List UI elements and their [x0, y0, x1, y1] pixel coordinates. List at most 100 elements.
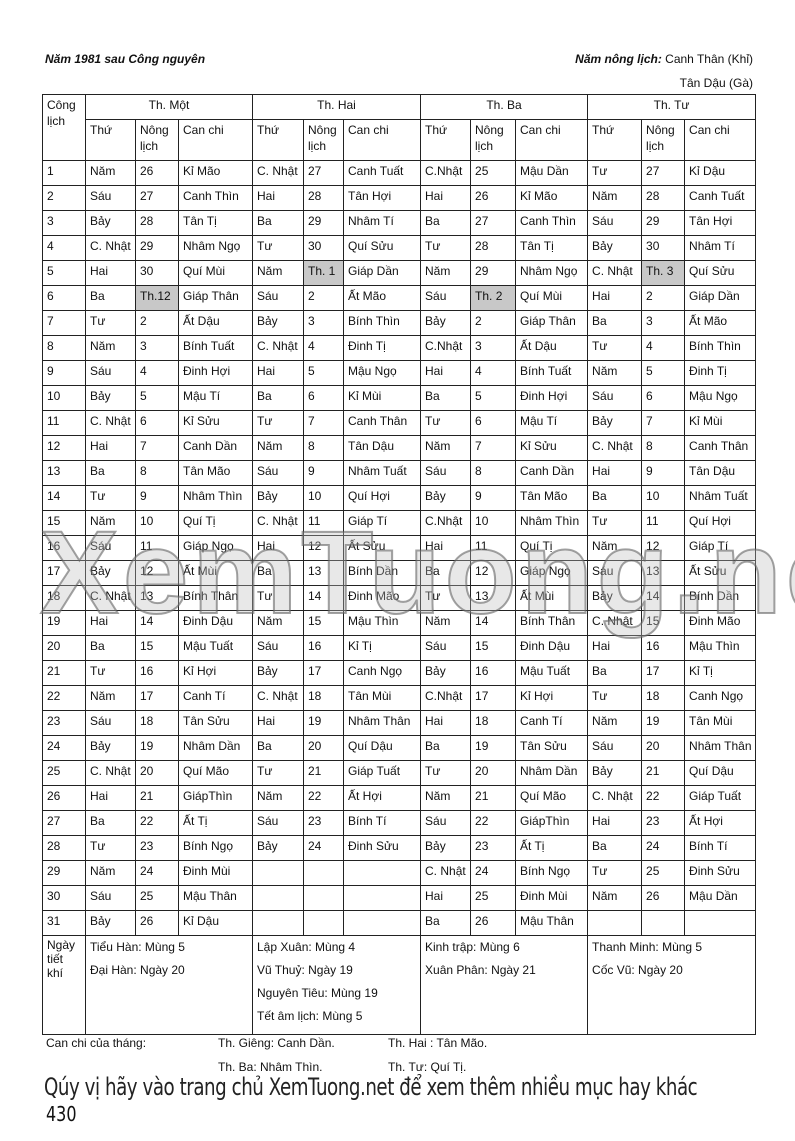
- site-promo-text: Qúy vị hãy vào trang chủ XemTuong.net để…: [44, 1073, 698, 1101]
- subcolumn-header: Can chi: [684, 119, 757, 161]
- weekday: Tư: [85, 835, 136, 861]
- solar-day: 22: [42, 685, 86, 711]
- tiet-khi-cell: Kinh trập: Mùng 6 Xuân Phân: Ngày 21: [420, 935, 589, 1035]
- lunar-day: 7: [470, 435, 517, 461]
- can-chi: Bính Tuất: [178, 335, 253, 361]
- lunar-day: 10: [303, 485, 344, 511]
- weekday: Ba: [420, 910, 472, 936]
- weekday: [252, 910, 304, 936]
- weekday: Ba: [587, 485, 643, 511]
- lunar-day: 18: [470, 710, 517, 736]
- lunar-day: 12: [470, 560, 517, 586]
- lunar-day: 2: [470, 310, 517, 336]
- table-row: 31 Bảy 26 Kỉ Dậu Ba 26 Mậu Thân: [42, 910, 757, 936]
- can-chi: Kỉ Dậu: [178, 910, 253, 936]
- lunar-day: 14: [303, 585, 344, 611]
- weekday: Tư: [252, 235, 304, 261]
- lunar-day: 20: [135, 760, 179, 786]
- can-chi: Tân Mùi: [684, 710, 757, 736]
- table-row: 12 Hai 7 Canh Dần Năm 8 Tân Dậu Năm 7 Kỉ Sửu C. Nh…: [42, 435, 757, 461]
- lunar-day: 15: [470, 635, 517, 661]
- lunar-day: 25: [470, 885, 517, 911]
- can-chi: Quí Mão: [515, 785, 589, 811]
- can-chi: [342, 885, 422, 911]
- can-chi: Đinh Tị: [342, 335, 422, 361]
- can-chi: Kỉ Hợi: [178, 660, 253, 686]
- weekday: Tư: [587, 160, 643, 186]
- can-chi: Nhâm Thân: [684, 735, 757, 761]
- lunar-day: 20: [470, 760, 517, 786]
- can-chi: Kỉ Tị: [684, 660, 757, 686]
- lunar-day: 27: [641, 160, 686, 186]
- lunar-year-label: Năm nông lịch:: [575, 52, 662, 66]
- lunar-day: 13: [641, 560, 686, 586]
- can-chi: Tân Dậu: [684, 460, 757, 486]
- lunar-day: 21: [641, 760, 686, 786]
- solar-day: 31: [42, 910, 86, 936]
- lunar-day: 10: [135, 510, 179, 536]
- weekday: Tư: [420, 235, 472, 261]
- weekday: Sáu: [85, 535, 136, 561]
- lunar-day: 10: [641, 485, 686, 511]
- lunar-day: 4: [641, 335, 686, 361]
- can-chi: Bính Thìn: [342, 310, 422, 336]
- weekday: C. Nhật: [420, 860, 472, 886]
- can-chi: Mậu Tuất: [178, 635, 253, 661]
- solar-day: 3: [42, 210, 86, 236]
- solar-day: 25: [42, 760, 86, 786]
- weekday: Hai: [85, 610, 136, 636]
- table-row: 26 Hai 21 GiápThìn Năm 22 Ất Hợi Năm 21 Quí Mão C.…: [42, 785, 757, 811]
- table-row: 9 Sáu 4 Đinh Hợi Hai 5 Mậu Ngọ Hai 4 Bính Tuất Năm…: [42, 360, 757, 386]
- can-chi: Tân Sửu: [515, 735, 589, 761]
- tiet-khi-item: Nguyên Tiêu: Mùng 19: [257, 986, 378, 1000]
- lunar-day: 22: [470, 810, 517, 836]
- table-row: 23 Sáu 18 Tân Sửu Hai 19 Nhâm Thân Hai 18 Canh Tí…: [42, 710, 757, 736]
- lunar-day: 22: [641, 785, 686, 811]
- can-chi: Bính Thân: [515, 610, 589, 636]
- weekday: C. Nhật: [85, 760, 136, 786]
- can-chi: Tân Sửu: [178, 710, 253, 736]
- lunar-day: 17: [135, 685, 179, 711]
- solar-day: 26: [42, 785, 86, 811]
- table-row: 19 Hai 14 Đinh Dậu Năm 15 Mậu Thìn Năm 14 Bính Th…: [42, 610, 757, 636]
- weekday: Sáu: [252, 635, 304, 661]
- lunar-day: 21: [303, 760, 344, 786]
- month-canchi-tu: Th. Tư: Quí Tị.: [388, 1060, 467, 1074]
- table-row: 20 Ba 15 Mậu Tuất Sáu 16 Kỉ Tị Sáu 15 Đinh Dậu Hai…: [42, 635, 757, 661]
- weekday: Tư: [252, 760, 304, 786]
- lunar-day: 23: [470, 835, 517, 861]
- can-chi: Quí Tị: [515, 535, 589, 561]
- can-chi: Nhâm Thìn: [178, 485, 253, 511]
- table-row: 25 C. Nhật 20 Quí Mão Tư 21 Giáp Tuất Tư 20 Nhâm …: [42, 760, 757, 786]
- can-chi: Tân Tị: [178, 210, 253, 236]
- lunar-day: 9: [470, 485, 517, 511]
- weekday: Bảy: [420, 660, 472, 686]
- can-chi: Tân Mão: [178, 460, 253, 486]
- weekday: Sáu: [420, 810, 472, 836]
- weekday: Tư: [420, 585, 472, 611]
- month-canchi-gieng: Th. Giêng: Canh Dần.: [218, 1036, 335, 1050]
- lunar-day: 25: [641, 860, 686, 886]
- can-chi: Kỉ Mùi: [684, 410, 757, 436]
- lunar-year-second: Tân Dậu (Gà): [679, 76, 753, 90]
- can-chi: Tân Tị: [515, 235, 589, 261]
- month-header-row: Công lịch Th. Một Th. Hai Th. Ba Th. Tư: [42, 94, 757, 161]
- weekday: Bảy: [85, 560, 136, 586]
- can-chi: Đinh Mùi: [515, 885, 589, 911]
- lunar-day: 6: [135, 410, 179, 436]
- weekday: Năm: [85, 510, 136, 536]
- lunar-day: 9: [641, 460, 686, 486]
- lunar-day: Th. 1: [303, 260, 344, 286]
- can-chi: Ất Dậu: [178, 310, 253, 336]
- solar-day: 16: [42, 535, 86, 561]
- lunar-day: 17: [303, 660, 344, 686]
- can-chi: Ất Sửu: [342, 535, 422, 561]
- subcolumn-header: Nông lịch: [641, 119, 686, 161]
- lunar-day: 24: [135, 860, 179, 886]
- lunar-day: 3: [303, 310, 344, 336]
- solar-day: 12: [42, 435, 86, 461]
- weekday: Ba: [587, 835, 643, 861]
- month-header: Th. Hai: [251, 94, 422, 120]
- lunar-day: 24: [641, 835, 686, 861]
- can-chi: Ất Hợi: [342, 785, 422, 811]
